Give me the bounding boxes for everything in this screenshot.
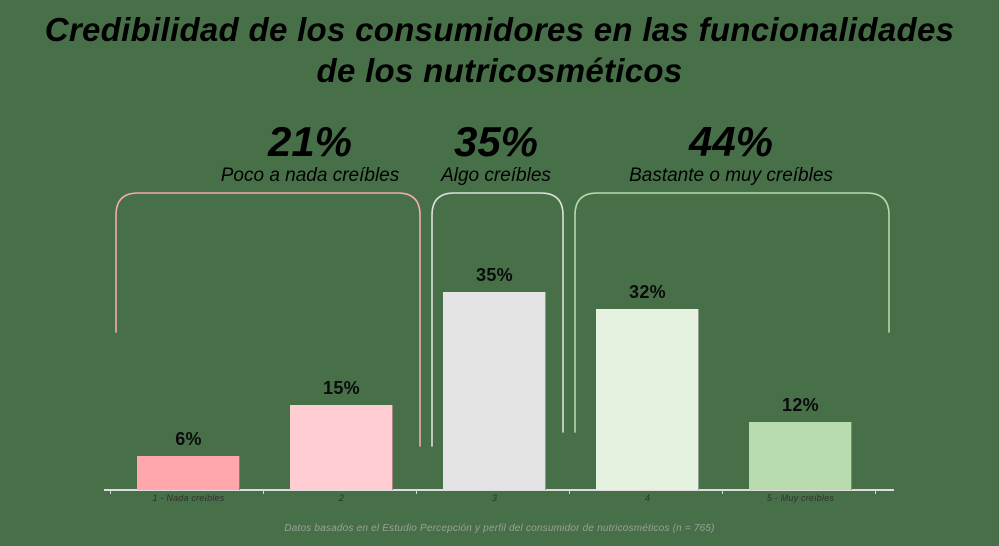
chart-title-line2: de los nutricosméticos (316, 51, 683, 89)
bar-value-label: 35% (476, 265, 513, 285)
chart-title-line1: Credibilidad de los consumidores en las … (44, 11, 955, 48)
group-percent: 21% (267, 118, 353, 165)
bar-value-label: 32% (629, 282, 666, 302)
source-footnote: Datos basados en el Estudio Percepción y… (284, 523, 715, 534)
x-axis-category-label: 3 (491, 493, 498, 503)
x-axis-line (104, 489, 894, 491)
x-axis-tick (110, 490, 111, 494)
x-axis-tick (569, 490, 570, 494)
group-percent: 44% (688, 118, 774, 165)
group-heading-poco-a-nada: 21% Poco a nada creíbles (160, 118, 460, 187)
group-bracket (431, 192, 564, 447)
group-heading-algo: 35% Algo creíbles (346, 118, 646, 187)
group-label: Bastante o muy creíbles (629, 165, 833, 187)
x-axis-category-label: 1 - Nada creíbles (152, 493, 225, 503)
group-bracket (574, 192, 890, 433)
bar (443, 292, 546, 490)
group-bracket (115, 192, 421, 447)
x-axis-tick (263, 490, 264, 494)
x-axis-category-label: 4 (644, 493, 651, 503)
x-axis-tick (875, 490, 876, 494)
bar (137, 456, 240, 490)
x-axis-category-label: 5 - Muy creíbles (766, 493, 835, 503)
x-axis-tick (416, 490, 417, 494)
chart-title: Credibilidad de los consumidores en las … (0, 10, 999, 92)
bar (749, 422, 852, 490)
bar-value-label: 15% (323, 378, 360, 398)
bar-value-label: 6% (175, 429, 202, 449)
bar (596, 309, 699, 490)
x-axis-tick (722, 490, 723, 494)
group-label: Algo creíbles (441, 165, 551, 187)
bar-value-label: 12% (782, 395, 819, 415)
bar (290, 405, 393, 490)
group-label: Poco a nada creíbles (220, 165, 400, 187)
group-percent: 35% (453, 118, 539, 165)
group-heading-bastante-o-muy: 44% Bastante o muy creíbles (546, 118, 916, 187)
x-axis-category-label: 2 (338, 493, 345, 503)
